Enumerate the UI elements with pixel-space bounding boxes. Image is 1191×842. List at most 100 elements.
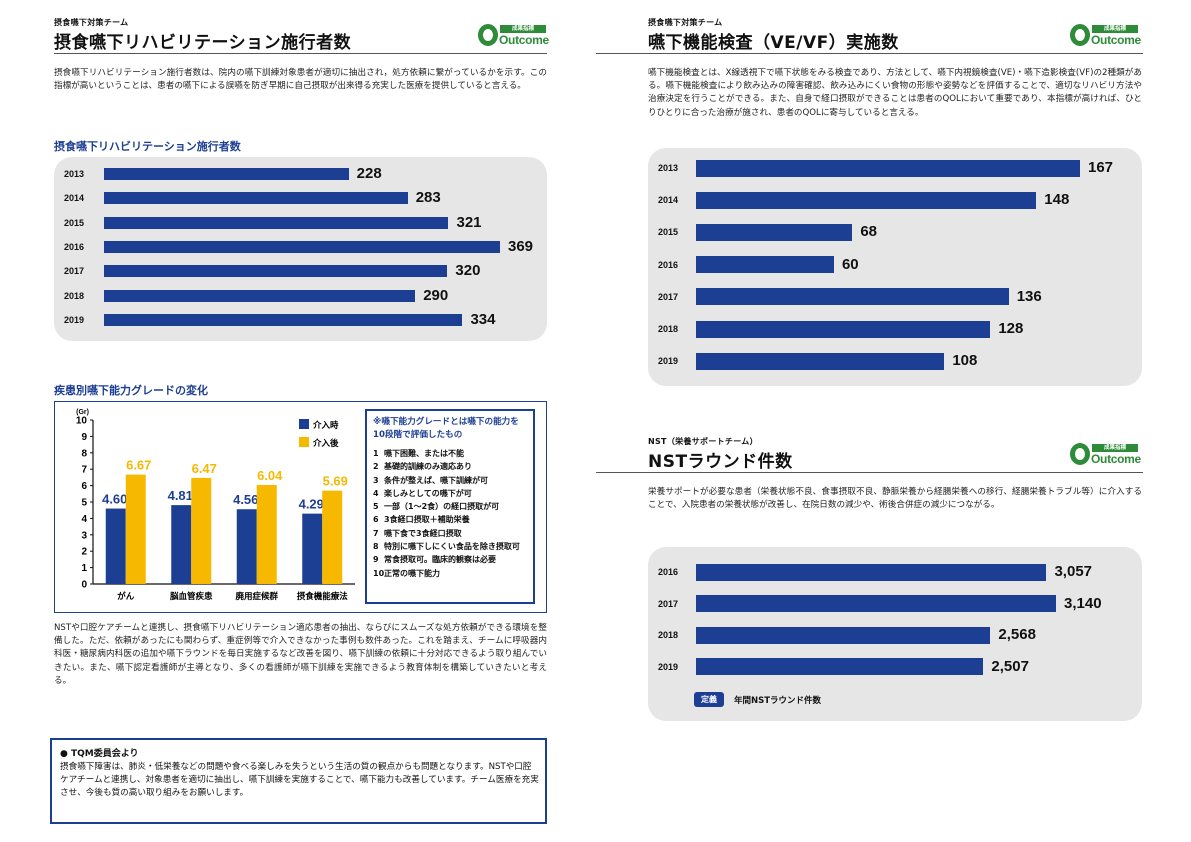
y-tick-label: 4 <box>81 514 87 525</box>
section-label: 摂食嚥下対策チーム <box>54 18 129 27</box>
grade-number: 4 <box>373 488 379 498</box>
right-page: 摂食嚥下対策チーム 嚥下機能検査（VE/VF）実施数 成果指標 Outcome … <box>596 0 1191 842</box>
bar <box>696 658 984 675</box>
bar-category-label: 2015 <box>64 217 85 228</box>
vevf-bars: 2013 167 2014 148 2015 68 2016 60 2017 136 2018 128… <box>648 148 1142 386</box>
grade-number: 1 <box>373 449 379 458</box>
bar <box>696 352 945 370</box>
y-tick-label: 8 <box>81 448 87 459</box>
bar-row: 2018 128 <box>658 320 1118 338</box>
bar <box>696 595 1056 612</box>
bar <box>104 240 500 253</box>
bar <box>105 508 126 584</box>
bar <box>696 191 1037 209</box>
bar-row: 2016 3,057 <box>658 563 1118 581</box>
x-category-label: 摂食機能療法 <box>297 591 349 602</box>
grade-description: 正常の嚥下能力 <box>384 568 440 578</box>
bar <box>104 313 463 326</box>
grade-number: 9 <box>373 555 379 565</box>
section-label: 摂食嚥下対策チーム <box>648 18 723 27</box>
grade-description: 基礎的訓練のみ適応あり <box>384 462 472 472</box>
bar-row: 2015 321 <box>64 214 524 232</box>
bar-value-label: 4.60 <box>102 492 127 507</box>
y-unit-label: (Gr) <box>76 409 89 416</box>
y-tick-label: 2 <box>81 547 87 558</box>
bar-category-label: 2019 <box>658 356 679 367</box>
bar <box>125 474 146 584</box>
logo-ring-icon <box>1070 24 1090 46</box>
bar-value-label: 334 <box>470 310 496 328</box>
grade-number: 2 <box>373 462 379 472</box>
tqm-text: 摂食嚥下障害は、肺炎・低栄養などの問題や食べる楽しみを失うという生活の質の観点か… <box>60 762 539 798</box>
bar-row: 2017 136 <box>658 288 1118 306</box>
grade-item: 9 常食摂取可。臨床的観察は必要 <box>373 553 527 566</box>
grade-description: 3食経口摂取＋補助栄養 <box>384 515 470 525</box>
y-tick-label: 1 <box>81 563 87 574</box>
grade-chart: 0 1 2 3 4 5 6 7 8 9 10(Gr) 4.60 6.67 がん 4.81 6.47 脳血管疾患 4… <box>76 409 355 602</box>
bar-value-label: 167 <box>1088 159 1114 176</box>
logo-word: Outcome <box>1091 452 1141 466</box>
grade-description: 楽しみとしての嚥下が可 <box>384 488 472 498</box>
bar-value-label: 6.04 <box>257 468 283 483</box>
bar-category-label: 2018 <box>658 324 679 334</box>
bar-category-label: 2017 <box>64 266 85 277</box>
definition-tag: 定義 <box>694 692 724 707</box>
bar-row: 2018 2,568 <box>658 626 1118 644</box>
bar <box>696 320 991 338</box>
x-category-label: 脳血管疾患 <box>169 591 213 602</box>
bar-row: 2014 283 <box>64 189 524 207</box>
logo-badge: 成果指標 <box>1092 444 1138 452</box>
outcome-logo: 成果指標 Outcome <box>1070 443 1141 467</box>
intro-paragraph: 栄養サポートが必要な患者（栄養状態不良、食事摂取不良、静脈栄養から経腸栄養への移… <box>648 487 1142 511</box>
grade-item: 3 条件が整えば、嚥下訓練が可 <box>373 474 527 487</box>
nst-bars: 2016 3,057 2017 3,140 2018 2,568 2019 2,507 <box>648 547 1142 721</box>
grade-number: 3 <box>373 475 379 485</box>
chart1-panel: 2013 228 2014 283 2015 321 2016 369 2017 320 2018 2… <box>54 157 547 341</box>
bar-category-label: 2018 <box>64 290 85 301</box>
bar-category-label: 2016 <box>64 241 85 252</box>
bar-value-label: 369 <box>508 237 534 255</box>
section-label: NST（栄養サポートチーム） <box>648 437 758 446</box>
bar-value-label: 108 <box>952 352 978 370</box>
bar-value-label: 5.69 <box>323 474 348 489</box>
bar-category-label: 2015 <box>658 227 679 238</box>
bar-category-label: 2013 <box>64 169 85 179</box>
definition-text: 年間NSTラウンド件数 <box>734 695 822 706</box>
grade-number: 7 <box>373 528 379 538</box>
grade-number: 10 <box>373 568 385 578</box>
chart2-heading: 疾患別嚥下能力グレードの変化 <box>54 384 208 397</box>
bar-category-label: 2017 <box>658 598 679 609</box>
x-category-label: がん <box>117 591 135 602</box>
y-tick-label: 9 <box>81 432 87 443</box>
bar <box>696 223 853 241</box>
bar-value-label: 3,057 <box>1054 563 1093 580</box>
legend-swatch <box>299 437 309 447</box>
grade-item: 7 嚥下食で3食経口摂取 <box>373 527 527 540</box>
grade-description: 特別に嚥下しにくい食品を除き摂取可 <box>384 542 520 552</box>
bar-value-label: 283 <box>415 189 441 207</box>
grade-description: 常食摂取可。臨床的観察は必要 <box>384 555 496 565</box>
intro-paragraph: 嚥下機能検査とは、X線透視下で嚥下状態をみる検査であり、方法として、嚥下内視鏡検… <box>648 68 1142 118</box>
grade-item: 2 基礎的訓練のみ適応あり <box>373 460 527 473</box>
grade-box-title: ※嚥下能力グレードとは嚥下の能力を10段階で評価したもの <box>373 417 519 440</box>
bar-category-label: 2016 <box>658 567 679 577</box>
legend-label: 介入時 <box>312 420 339 431</box>
grade-description: 条件が整えば、嚥下訓練が可 <box>384 475 488 485</box>
bar-value-label: 321 <box>456 213 482 231</box>
bar-row: 2016 60 <box>658 256 1118 274</box>
tqm-heading: ● TQM委員会より <box>60 749 139 759</box>
bar <box>322 490 343 584</box>
title-rule <box>596 53 1143 54</box>
bar-row: 2014 148 <box>658 191 1118 209</box>
bar-row: 2013 167 <box>658 159 1118 177</box>
bar-category-label: 2019 <box>658 661 679 672</box>
logo-ring-icon <box>1070 443 1090 465</box>
bar <box>696 256 834 274</box>
grade-item: 4 楽しみとしての嚥下が可 <box>373 487 527 500</box>
bar <box>104 289 416 302</box>
bar-row: 2018 290 <box>64 287 524 305</box>
bar-value-label: 3,140 <box>1064 594 1102 612</box>
grade-item: 6 3食経口摂取＋補助栄養 <box>373 513 527 526</box>
page-title: 嚥下機能検査（VE/VF）実施数 <box>648 33 899 53</box>
bar-value-label: 228 <box>356 165 382 182</box>
